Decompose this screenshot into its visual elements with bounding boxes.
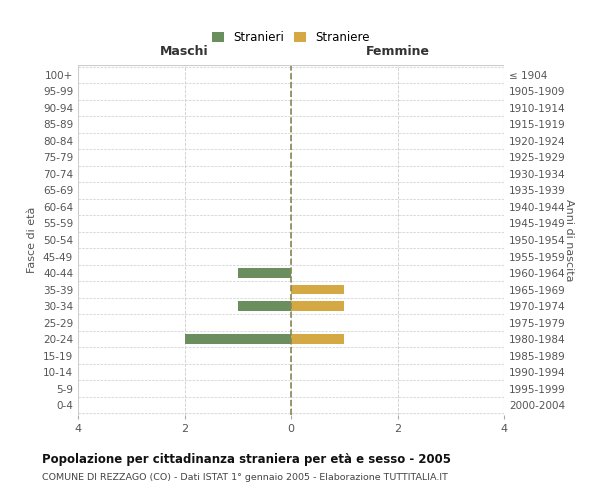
Bar: [291, 334, 344, 344]
Text: Femmine: Femmine: [365, 45, 430, 58]
Text: Maschi: Maschi: [160, 45, 209, 58]
Bar: [291, 301, 344, 311]
Bar: [238, 268, 291, 278]
Legend: Stranieri, Straniere: Stranieri, Straniere: [210, 29, 372, 46]
Y-axis label: Anni di nascita: Anni di nascita: [564, 198, 574, 281]
Bar: [291, 284, 344, 294]
Bar: [78, 65, 504, 415]
Bar: [238, 301, 291, 311]
Text: COMUNE DI REZZAGO (CO) - Dati ISTAT 1° gennaio 2005 - Elaborazione TUTTITALIA.IT: COMUNE DI REZZAGO (CO) - Dati ISTAT 1° g…: [42, 472, 448, 482]
Bar: [185, 334, 291, 344]
Y-axis label: Fasce di età: Fasce di età: [28, 207, 37, 273]
Text: Popolazione per cittadinanza straniera per età e sesso - 2005: Popolazione per cittadinanza straniera p…: [42, 452, 451, 466]
